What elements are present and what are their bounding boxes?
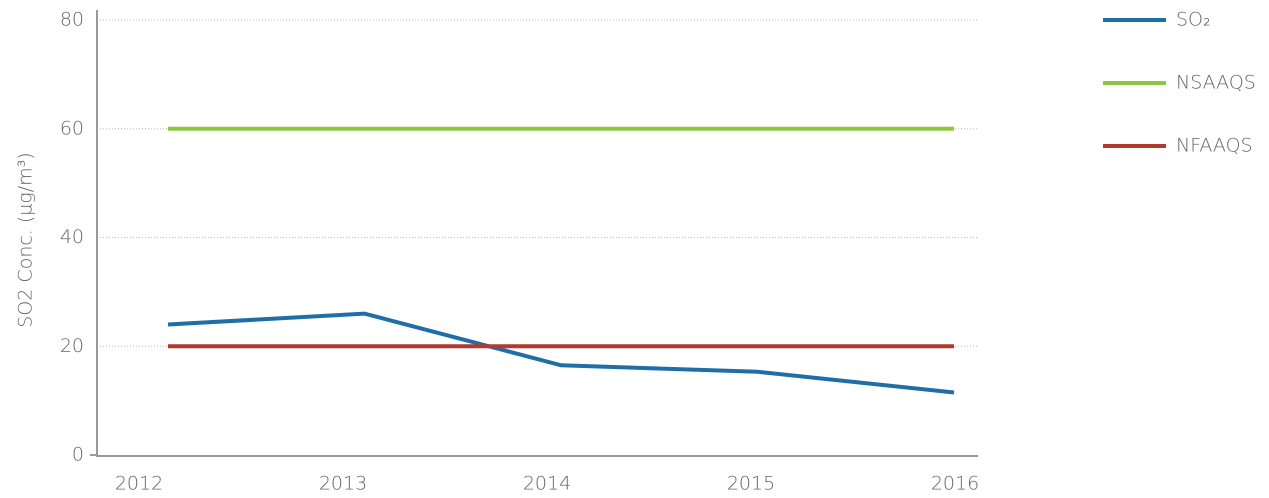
legend-label: NSAAQS	[1176, 72, 1256, 94]
legend-label: NFAAQS	[1176, 135, 1253, 157]
y-tick-label: 20	[60, 335, 84, 357]
y-axis-label: SO2 Conc. (µg/m³)	[15, 152, 37, 327]
y-tick-label: 80	[60, 9, 84, 31]
x-tick-label: 2015	[727, 473, 775, 495]
x-tick-label: 2013	[319, 473, 367, 495]
legend-label: SO₂	[1176, 9, 1211, 31]
x-tick-label: 2014	[523, 473, 571, 495]
series-line	[167, 311, 955, 395]
y-tick-label: 60	[60, 117, 84, 139]
y-tick-label: 0	[72, 444, 84, 466]
y-tick-label: 40	[60, 226, 84, 248]
x-tick-label: 2016	[931, 473, 979, 495]
x-tick-label: 2012	[115, 473, 163, 495]
